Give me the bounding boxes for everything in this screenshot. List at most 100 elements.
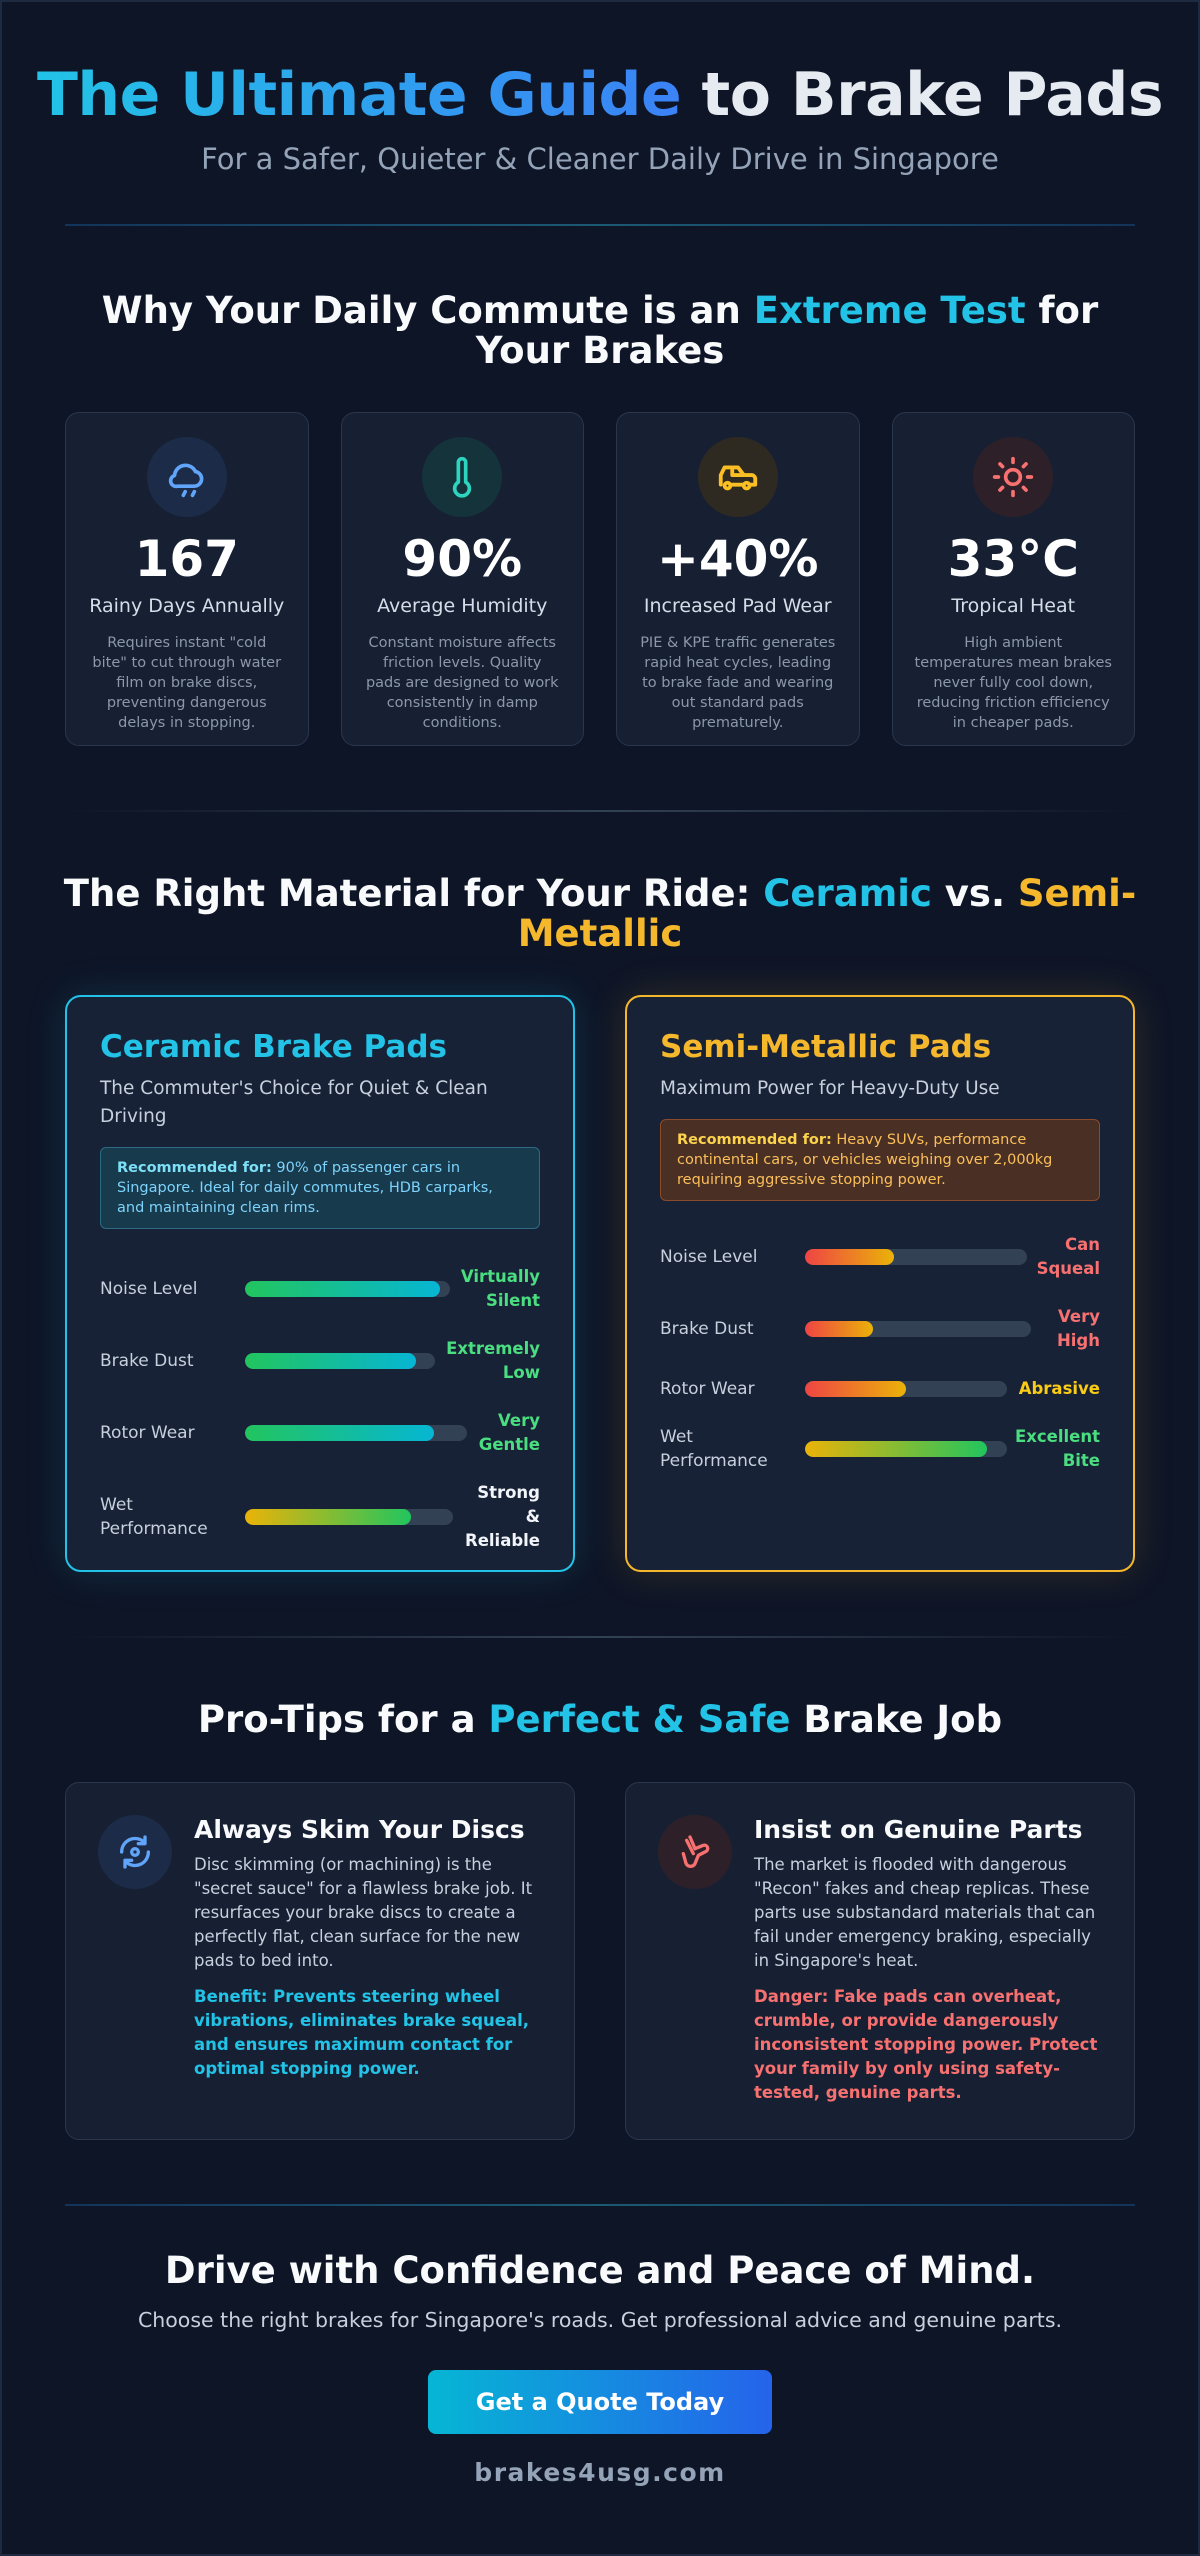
- commute-section-title: Why Your Daily Commute is an Extreme Tes…: [60, 291, 1140, 371]
- tips-title-highlight: Perfect & Safe: [488, 1698, 791, 1741]
- metric-label: Noise Level: [100, 1279, 198, 1299]
- metric-bar: [805, 1321, 1031, 1337]
- semi-metallic-metric-noise: Noise Level Can Squeal: [660, 1233, 1100, 1281]
- cta-subtitle: Choose the right brakes for Singapore's …: [137, 2308, 1063, 2332]
- stat-value: 90%: [402, 530, 523, 588]
- tip-title: Insist on Genuine Parts: [754, 1815, 1083, 1844]
- metric-bar-fill: [245, 1509, 412, 1525]
- stat-description: Constant moisture affects friction level…: [365, 635, 559, 731]
- tip-body: Always Skim Your Discs Disc skimming (or…: [194, 1815, 542, 2139]
- semi-metallic-metric-rotor: Rotor Wear Abrasive: [660, 1365, 1100, 1413]
- stat-card-humidity: 90% Average Humidity Constant moisture a…: [340, 412, 584, 746]
- stat-card-pad-wear: +40% Increased Pad Wear PIE & KPE traffi…: [616, 412, 860, 746]
- stat-description: PIE & KPE traffic generates rapid heat c…: [640, 635, 836, 731]
- materials-title-vs: vs.: [931, 872, 1018, 915]
- website-link[interactable]: brakes4usg.com: [474, 2458, 726, 2487]
- metric-value: Abrasive: [1018, 1379, 1100, 1398]
- metric-value: Excellent Bite: [1014, 1427, 1100, 1470]
- metric-value: Virtually Silent: [460, 1267, 540, 1310]
- metric-bar-fill: [805, 1441, 987, 1457]
- tip-card-genuine-parts: Insist on Genuine Parts The market is fl…: [625, 1782, 1135, 2140]
- page-subtitle: For a Safer, Quieter & Cleaner Daily Dri…: [201, 142, 999, 176]
- sun-icon: [973, 437, 1054, 517]
- metric-bar: [245, 1425, 467, 1441]
- materials-title-metal: Semi-Metallic: [517, 872, 1137, 955]
- tip-title: Always Skim Your Discs: [194, 1815, 525, 1844]
- tip-text: The market is flooded with dangerous "Re…: [754, 1855, 1096, 1970]
- metric-label: Wet Performance: [100, 1495, 208, 1539]
- divider: [65, 224, 1135, 226]
- tip-card-skim-discs: Always Skim Your Discs Disc skimming (or…: [65, 1782, 575, 2140]
- ceramic-metric-noise: Noise Level Virtually Silent: [100, 1265, 540, 1313]
- divider: [65, 810, 1135, 812]
- metric-bar-fill: [805, 1249, 894, 1265]
- commute-title-part1: Why Your Daily Commute is an: [101, 289, 754, 332]
- disc-refresh-icon: [98, 1815, 172, 1889]
- commute-title-part2: for Your Brakes: [475, 289, 1099, 372]
- stat-label: Increased Pad Wear: [643, 595, 832, 617]
- title-highlight: The Ultimate Guide: [36, 60, 682, 130]
- page-title: The Ultimate Guide to Brake Pads: [0, 60, 1200, 130]
- metric-bar: [245, 1509, 453, 1525]
- metric-bar: [805, 1381, 1007, 1397]
- metric-label: Wet Performance: [660, 1427, 768, 1471]
- ceramic-metric-wet: Wet Performance Strong & Reliable: [100, 1481, 540, 1553]
- materials-comparison: Ceramic Brake Pads The Commuter's Choice…: [65, 995, 1135, 1572]
- semi-metallic-metric-dust: Brake Dust Very High: [660, 1305, 1100, 1353]
- stat-card-rainy-days: 167 Rainy Days Annually Requires instant…: [65, 412, 309, 746]
- materials-title-part1: The Right Material for Your Ride:: [63, 872, 764, 915]
- ceramic-card: Ceramic Brake Pads The Commuter's Choice…: [65, 995, 575, 1572]
- rain-cloud-icon: [146, 437, 227, 517]
- tips-section-title: Pro-Tips for a Perfect & Safe Brake Job: [60, 1700, 1140, 1740]
- warning-hand-icon: [658, 1815, 732, 1889]
- divider: [65, 1636, 1135, 1638]
- tip-benefit: Benefit: Prevents steering wheel vibrati…: [194, 1987, 530, 2078]
- stat-description: High ambient temperatures mean brakes ne…: [914, 635, 1112, 731]
- stat-label: Average Humidity: [377, 595, 548, 617]
- recommendation-text: 90% of passenger cars in Singapore. Idea…: [117, 1160, 493, 1216]
- metric-value: Strong & Reliable: [465, 1483, 540, 1550]
- page-header: The Ultimate Guide to Brake Pads For a S…: [0, 60, 1200, 176]
- semi-metallic-title: Semi-Metallic Pads: [660, 1029, 992, 1065]
- cta-title: Drive with Confidence and Peace of Mind.: [164, 2249, 1036, 2292]
- ceramic-metric-dust: Brake Dust Extremely Low: [100, 1337, 540, 1385]
- metric-value: Extremely Low: [446, 1339, 540, 1382]
- metric-bar-fill: [805, 1381, 906, 1397]
- stat-value: 167: [134, 530, 239, 588]
- metric-bar-fill: [245, 1425, 434, 1441]
- divider: [65, 2204, 1135, 2206]
- metric-value: Very High: [1056, 1307, 1100, 1350]
- semi-metallic-subtitle: Maximum Power for Heavy-Duty Use: [660, 1078, 1000, 1099]
- stat-value: 33°C: [947, 530, 1079, 588]
- stats-grid: 167 Rainy Days Annually Requires instant…: [65, 412, 1135, 746]
- materials-section-title: The Right Material for Your Ride: Cerami…: [60, 874, 1140, 954]
- metric-label: Brake Dust: [660, 1319, 754, 1339]
- stat-description: Requires instant "cold bite" to cut thro…: [92, 635, 282, 731]
- recommendation-label: Recommended for:: [117, 1160, 272, 1176]
- tips-title-part1: Pro-Tips for a: [197, 1698, 489, 1741]
- metric-value: Can Squeal: [1036, 1235, 1100, 1278]
- stat-label: Tropical Heat: [951, 595, 1076, 617]
- metric-bar-fill: [245, 1353, 416, 1369]
- get-quote-button[interactable]: Get a Quote Today: [428, 2370, 772, 2434]
- title-rest: to Brake Pads: [681, 60, 1164, 130]
- tip-danger: Danger: Fake pads can overheat, crumble,…: [754, 1987, 1098, 2102]
- traffic-car-icon: [697, 437, 778, 517]
- metric-bar-fill: [245, 1281, 440, 1297]
- metric-label: Noise Level: [660, 1247, 758, 1267]
- metric-label: Brake Dust: [100, 1351, 194, 1371]
- stat-value: +40%: [656, 530, 819, 588]
- ceramic-title: Ceramic Brake Pads: [100, 1029, 447, 1065]
- recommendation-label: Recommended for:: [677, 1132, 832, 1148]
- thermometer-icon: [422, 437, 503, 517]
- tips-title-part2: Brake Job: [790, 1698, 1003, 1741]
- semi-metallic-metric-wet: Wet Performance Excellent Bite: [660, 1425, 1100, 1473]
- tip-body: Insist on Genuine Parts The market is fl…: [754, 1815, 1102, 2139]
- stat-label: Rainy Days Annually: [89, 595, 285, 617]
- tips-grid: Always Skim Your Discs Disc skimming (or…: [65, 1782, 1135, 2140]
- metric-label: Rotor Wear: [100, 1423, 195, 1443]
- metric-bar-fill: [805, 1321, 873, 1337]
- ceramic-subtitle: The Commuter's Choice for Quiet & Clean …: [100, 1078, 488, 1127]
- semi-metallic-recommendation: Recommended for: Heavy SUVs, performance…: [660, 1119, 1100, 1201]
- ceramic-recommendation: Recommended for: 90% of passenger cars i…: [100, 1147, 540, 1229]
